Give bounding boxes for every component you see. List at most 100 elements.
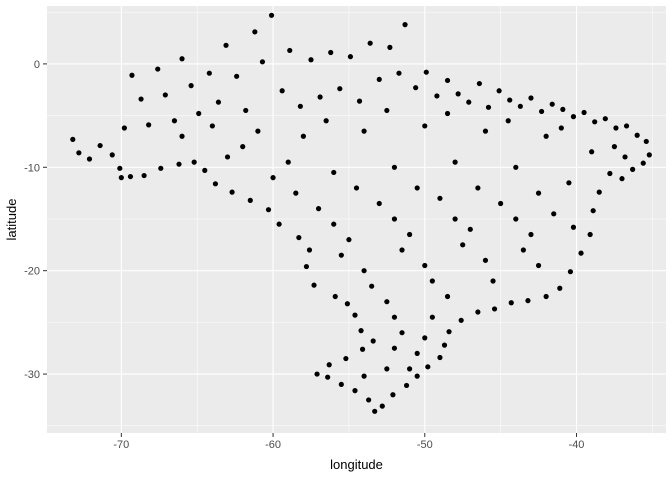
data-point xyxy=(391,216,398,222)
data-point xyxy=(155,66,161,72)
data-point xyxy=(414,185,420,191)
data-point xyxy=(535,262,542,269)
data-point xyxy=(70,136,76,142)
data-point xyxy=(452,216,458,222)
data-point xyxy=(452,159,458,165)
data-point xyxy=(86,156,93,162)
data-point xyxy=(444,293,451,300)
data-point xyxy=(455,91,461,97)
data-point xyxy=(460,242,466,248)
data-point xyxy=(482,128,489,134)
data-point xyxy=(366,397,372,403)
data-point xyxy=(507,97,513,103)
data-point xyxy=(206,70,212,76)
x-tick-label: -50 xyxy=(417,439,433,451)
data-point xyxy=(361,268,367,274)
data-point xyxy=(317,94,323,100)
data-point xyxy=(630,166,636,172)
x-axis-ticks: -70 -60 -50 -40 xyxy=(113,433,584,451)
data-point xyxy=(376,76,382,83)
data-point xyxy=(528,95,534,101)
data-point xyxy=(379,403,385,409)
data-point xyxy=(407,366,413,372)
data-point xyxy=(549,101,555,107)
data-point xyxy=(76,150,82,156)
y-tick-label: -20 xyxy=(24,266,40,278)
plot-panel xyxy=(47,6,666,433)
data-point xyxy=(337,86,343,92)
data-point xyxy=(387,44,393,50)
data-point xyxy=(578,250,584,256)
data-point xyxy=(118,175,124,181)
data-point xyxy=(247,197,253,203)
data-point xyxy=(338,252,344,258)
data-point xyxy=(505,118,511,124)
data-point xyxy=(369,283,375,289)
data-point xyxy=(422,262,428,269)
data-point xyxy=(444,110,451,117)
data-point xyxy=(303,263,310,270)
data-point xyxy=(344,301,350,307)
data-point xyxy=(437,195,443,201)
data-point xyxy=(162,92,168,98)
data-point xyxy=(356,98,363,104)
data-point xyxy=(338,381,344,388)
data-point xyxy=(331,169,337,176)
data-point xyxy=(171,118,178,124)
data-point xyxy=(551,211,557,217)
major-gridlines xyxy=(47,6,666,433)
data-point xyxy=(331,221,337,227)
data-point xyxy=(370,338,376,344)
data-point xyxy=(215,99,222,105)
data-point xyxy=(352,312,358,318)
data-point xyxy=(391,164,398,170)
data-point xyxy=(567,269,574,275)
y-tick-label: 0 xyxy=(34,59,40,71)
data-point xyxy=(121,125,127,131)
data-point xyxy=(560,106,566,112)
data-point xyxy=(141,172,147,179)
data-point xyxy=(179,56,185,62)
data-point xyxy=(414,373,420,379)
data-point xyxy=(587,231,593,238)
data-point xyxy=(179,133,185,139)
data-point xyxy=(224,154,231,160)
data-point xyxy=(346,237,352,243)
data-point xyxy=(358,328,364,334)
data-point xyxy=(422,123,428,129)
data-point xyxy=(276,221,282,227)
data-point xyxy=(570,114,577,120)
data-point xyxy=(97,142,103,149)
data-point xyxy=(399,247,405,253)
data-point xyxy=(352,388,358,394)
data-point xyxy=(268,12,275,18)
data-point xyxy=(402,22,408,28)
data-point xyxy=(496,88,502,94)
data-point xyxy=(623,123,630,129)
x-axis-title: longitude xyxy=(330,457,383,472)
data-point xyxy=(308,57,314,63)
data-point xyxy=(367,40,373,46)
data-point xyxy=(592,119,598,125)
data-point xyxy=(127,173,134,180)
data-point xyxy=(508,300,514,306)
data-point xyxy=(359,346,366,352)
data-point xyxy=(466,99,472,105)
data-point xyxy=(498,200,504,207)
data-points xyxy=(70,12,652,414)
data-point xyxy=(158,165,164,171)
data-point xyxy=(146,122,152,128)
data-point xyxy=(485,104,492,110)
data-point xyxy=(613,125,619,131)
data-point xyxy=(314,371,320,377)
y-tick-label: -30 xyxy=(24,369,40,381)
data-point xyxy=(390,392,396,398)
data-point xyxy=(259,59,266,65)
data-point xyxy=(384,107,390,114)
data-point xyxy=(176,161,182,167)
data-point xyxy=(513,164,519,170)
data-point xyxy=(528,231,534,238)
data-point xyxy=(619,176,625,182)
data-point xyxy=(520,247,526,253)
